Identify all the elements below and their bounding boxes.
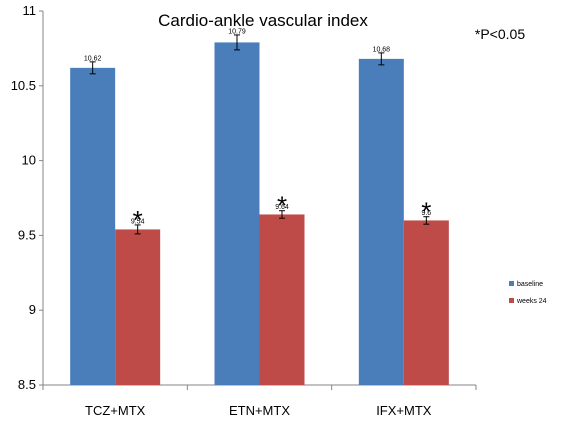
bar-baseline: [358, 58, 404, 385]
y-tick-label: 10: [22, 153, 36, 168]
legend: baseline weeks 24: [509, 281, 547, 305]
legend-swatch: [509, 281, 514, 286]
x-tick-label: IFX+MTX: [376, 403, 432, 418]
legend-swatch: [509, 298, 514, 303]
data-label: 10.62: [84, 55, 102, 62]
bar-weeks-24: [403, 220, 449, 385]
bar-baseline: [70, 67, 116, 386]
x-tick-label: TCZ+MTX: [85, 403, 146, 418]
data-label: 10.79: [228, 28, 246, 35]
significance-star: *: [133, 205, 143, 235]
legend-label: weeks 24: [516, 298, 547, 305]
x-tick-label: ETN+MTX: [229, 403, 290, 418]
bar-weeks-24: [115, 229, 161, 385]
y-tick-label: 9.5: [18, 227, 36, 242]
significance-note: *P<0.05: [475, 26, 525, 42]
legend-label: baseline: [517, 281, 543, 288]
y-tick-label: 10.5: [11, 78, 36, 93]
data-label: 10.68: [373, 46, 391, 53]
y-tick-label: 9: [29, 302, 36, 317]
significance-star: *: [277, 191, 287, 221]
y-tick-label: 8.5: [18, 377, 36, 392]
data-label: 9.6: [421, 210, 431, 217]
bar-weeks-24: [259, 214, 305, 385]
significance-star: *: [421, 197, 431, 227]
data-label: 9.54: [131, 218, 145, 225]
chart-title: Cardio-ankle vascular index: [158, 11, 368, 30]
data-label: 9.64: [275, 204, 289, 211]
bar-baseline: [214, 42, 260, 385]
y-tick-label: 11: [23, 3, 37, 18]
axes: 8.5 9 9.5 10 10.5 11 TCZ+MTX ETN+MTX IFX+MTX: [11, 3, 477, 418]
